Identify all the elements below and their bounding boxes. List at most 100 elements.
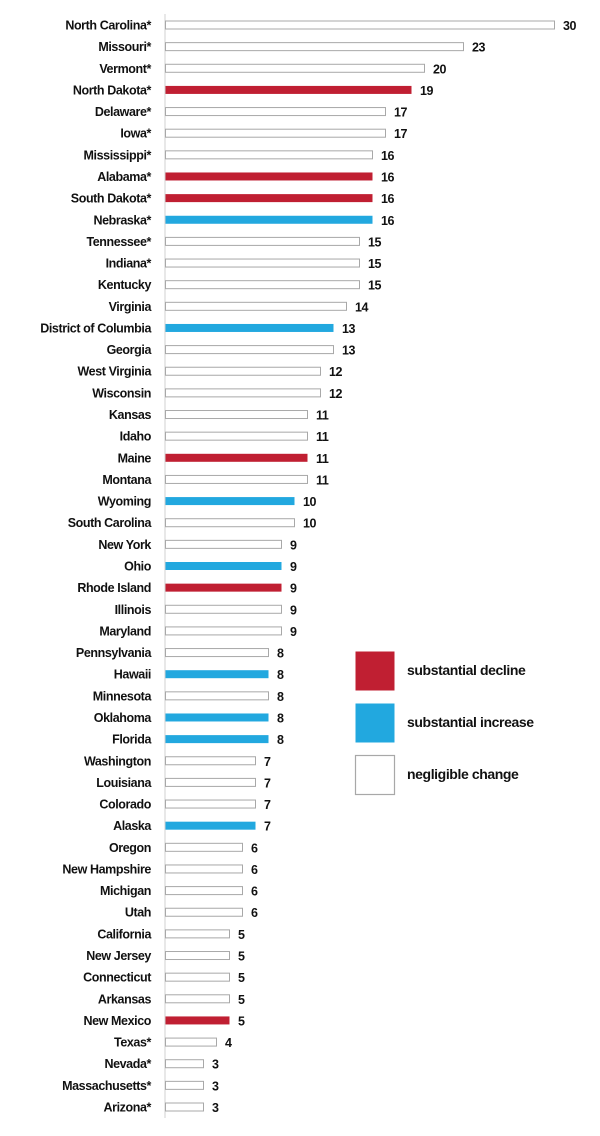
category-label: Ohio (124, 560, 152, 574)
category-label: Mississippi* (84, 148, 152, 162)
value-label: 6 (251, 906, 258, 920)
bar-decline (165, 453, 308, 462)
bar-negligible (165, 756, 256, 766)
legend-label: negligible change (407, 766, 519, 782)
value-label: 5 (238, 928, 245, 942)
value-label: 17 (394, 106, 408, 120)
bar-negligible (165, 280, 360, 290)
bar-negligible (165, 258, 360, 268)
category-label: South Carolina (68, 516, 153, 530)
bar-increase (165, 562, 282, 570)
bar-negligible (165, 20, 555, 30)
value-label: 13 (342, 344, 356, 358)
bar-increase (165, 713, 269, 722)
value-label: 12 (329, 365, 343, 379)
bar-increase (165, 497, 295, 506)
bar-negligible (165, 842, 243, 852)
category-label: Alaska (113, 819, 152, 833)
bar-negligible (165, 994, 230, 1004)
category-label: Oregon (109, 841, 151, 855)
category-label: Florida (112, 733, 152, 747)
value-label: 16 (381, 214, 395, 228)
legend-swatch-negligible (354, 754, 396, 796)
value-label: 6 (251, 841, 258, 855)
value-label: 3 (212, 1058, 219, 1072)
value-label: 8 (277, 647, 284, 661)
bar-increase (165, 670, 269, 679)
value-label: 3 (212, 1079, 219, 1093)
bar-negligible (165, 1080, 204, 1090)
category-label: West Virginia (77, 365, 152, 379)
bar-negligible (165, 604, 282, 614)
bar-negligible (165, 929, 230, 939)
bar-negligible (165, 886, 243, 896)
value-label: 14 (355, 300, 369, 314)
bar-increase (165, 821, 256, 830)
category-label: Maine (118, 451, 152, 465)
value-label: 5 (238, 993, 245, 1007)
category-label: Colorado (99, 798, 151, 812)
value-label: 7 (264, 776, 271, 790)
bar-negligible (165, 864, 243, 874)
category-label: Oklahoma (94, 711, 153, 725)
category-label: Nevada* (104, 1057, 151, 1071)
legend-label: substantial decline (407, 662, 526, 678)
value-label: 8 (277, 668, 284, 682)
category-label: New Hampshire (62, 862, 151, 876)
bar-negligible (165, 150, 373, 160)
value-label: 3 (212, 1101, 219, 1115)
bar-negligible (165, 972, 230, 982)
value-label: 6 (251, 863, 258, 877)
bar-negligible (165, 648, 269, 658)
bar-decline (165, 85, 412, 94)
category-label: Tennessee* (86, 235, 151, 249)
legend-label: substantial increase (407, 714, 534, 730)
bar-negligible (165, 345, 334, 355)
value-label: 15 (368, 257, 382, 271)
category-label: Pennsylvania (76, 646, 153, 660)
bar-negligible (165, 951, 230, 961)
bar-negligible (165, 626, 282, 636)
category-label: New Jersey (86, 949, 151, 963)
category-label: Arkansas (98, 992, 152, 1006)
value-label: 20 (433, 62, 447, 76)
category-label: New Mexico (83, 1014, 151, 1028)
category-label: Utah (125, 906, 151, 920)
category-label: Alabama* (97, 170, 151, 184)
bar-increase (165, 735, 269, 744)
category-label: Minnesota (93, 689, 153, 703)
value-label: 30 (563, 19, 577, 33)
value-label: 5 (238, 1014, 245, 1028)
category-label: Vermont* (99, 62, 151, 76)
bar-decline (165, 583, 282, 592)
category-label: Massachusetts* (62, 1079, 151, 1093)
bar-negligible (165, 518, 295, 528)
bar-decline (165, 1016, 230, 1025)
value-label: 6 (251, 885, 258, 899)
category-label: Kentucky (98, 278, 152, 292)
category-label: Georgia (107, 343, 153, 357)
value-label: 11 (316, 473, 329, 487)
bar-decline (165, 194, 373, 203)
value-label: 7 (264, 820, 271, 834)
bar-negligible (165, 1037, 217, 1047)
bar-negligible (165, 431, 308, 441)
bar-negligible (165, 691, 269, 701)
value-label: 8 (277, 690, 284, 704)
bar-negligible (165, 1059, 204, 1069)
value-label: 9 (290, 538, 297, 552)
value-label: 16 (381, 192, 395, 206)
value-label: 7 (264, 755, 271, 769)
category-label: Connecticut (83, 971, 152, 985)
bar-negligible (165, 63, 425, 73)
value-label: 9 (290, 625, 297, 639)
value-label: 11 (316, 409, 329, 423)
category-label: Hawaii (114, 668, 151, 682)
legend-swatch-increase (355, 703, 395, 743)
category-label: Arizona* (103, 1101, 151, 1115)
value-label: 13 (342, 322, 356, 336)
category-label: Wisconsin (92, 386, 151, 400)
category-label: Texas* (114, 1036, 152, 1050)
category-label: Delaware* (95, 105, 152, 119)
